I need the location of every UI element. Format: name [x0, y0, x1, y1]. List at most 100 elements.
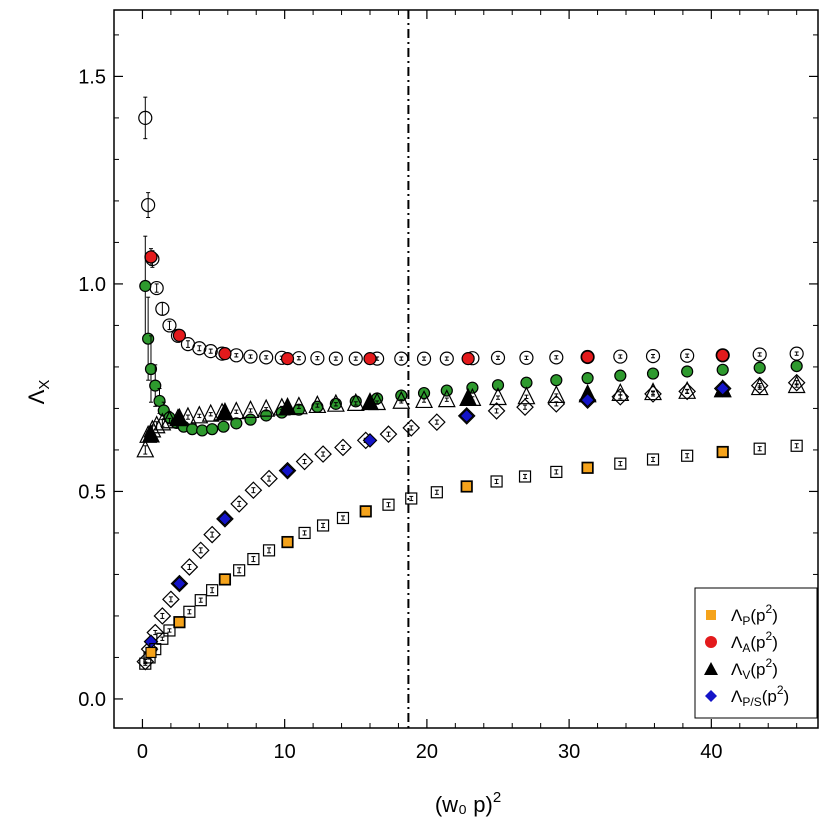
data-point — [243, 349, 258, 364]
data-point — [203, 525, 221, 544]
legend-marker-ps — [705, 690, 717, 702]
data-point — [281, 536, 294, 548]
data-point — [144, 250, 158, 264]
data-point — [549, 350, 564, 365]
data-point — [417, 386, 431, 400]
data-point — [218, 347, 232, 361]
data-point — [382, 498, 395, 511]
plot-frame — [113, 9, 819, 729]
series--a-red — [144, 248, 730, 366]
data-point — [346, 392, 365, 411]
data-point — [201, 403, 220, 422]
legend: ΛP(p2)ΛA(p2)ΛV(p2)ΛP/S(p2) — [694, 587, 818, 719]
data-point — [138, 110, 153, 126]
x-tick-label: 40 — [700, 741, 722, 763]
legend-label-p: ΛP(p2) — [731, 602, 778, 628]
legend-marker-v — [704, 662, 718, 675]
data-point — [186, 423, 199, 436]
data-point — [790, 359, 803, 373]
y-axis-label: ΛX — [24, 380, 53, 405]
data-point — [310, 351, 325, 366]
markers — [136, 96, 806, 671]
data-point — [348, 351, 363, 366]
data-point — [678, 382, 697, 401]
data-point — [278, 461, 297, 480]
data-point — [581, 462, 594, 474]
data-point — [491, 379, 505, 392]
axis-ticks — [114, 10, 818, 728]
data-point — [216, 509, 234, 528]
series--p-s-blue — [143, 381, 731, 650]
legend-marker-a — [705, 636, 717, 648]
data-point — [163, 624, 176, 637]
data-point — [153, 412, 172, 431]
data-point — [203, 344, 218, 359]
x-tick-label: 30 — [558, 741, 580, 763]
data-point — [490, 350, 506, 365]
data-point — [178, 406, 197, 425]
series--a-open-circles — [138, 96, 804, 366]
data-point — [461, 352, 475, 366]
data-point — [717, 446, 729, 458]
data-point — [614, 369, 627, 382]
data-point — [316, 519, 330, 532]
data-point — [466, 381, 479, 394]
data-point — [196, 424, 209, 437]
data-point — [147, 415, 166, 434]
legend-label-ps: ΛP/S(p2) — [731, 683, 789, 709]
data-point — [680, 348, 695, 363]
data-point — [415, 389, 434, 409]
data-point — [581, 372, 594, 385]
legend-marker-p — [706, 610, 716, 620]
data-point — [715, 381, 731, 396]
data-point — [298, 526, 311, 540]
y-tick-label: 0.0 — [78, 689, 106, 711]
data-point — [360, 505, 372, 517]
x-tick-label: 10 — [274, 741, 296, 763]
data-point — [170, 574, 189, 593]
data-point — [716, 348, 730, 362]
data-point — [308, 394, 327, 414]
data-point — [459, 408, 475, 424]
data-point — [405, 492, 418, 505]
data-point — [547, 395, 566, 413]
data-point — [716, 363, 729, 376]
data-point — [136, 439, 155, 458]
data-point — [230, 495, 249, 513]
data-point — [139, 657, 152, 670]
data-point — [681, 365, 694, 378]
data-point — [206, 423, 219, 436]
data-point — [614, 457, 627, 470]
data-point — [144, 362, 158, 376]
series--v-filled-triangles — [142, 379, 732, 443]
data-point — [752, 347, 767, 362]
data-point — [259, 350, 274, 365]
data-point — [644, 382, 662, 401]
data-point — [162, 590, 180, 609]
data-point — [156, 632, 169, 645]
data-point — [518, 470, 532, 483]
data-point — [361, 392, 379, 411]
axis-tick-labels: 0 10 20 30 40 0.0 0.5 1.0 1.5 — [78, 66, 722, 763]
data-point — [713, 379, 732, 398]
data-point — [278, 397, 297, 416]
data-point — [646, 453, 660, 466]
data-point — [611, 387, 630, 406]
data-point — [260, 469, 278, 488]
data-point — [227, 401, 246, 420]
data-point — [326, 393, 345, 412]
data-point — [162, 318, 177, 333]
data-point — [644, 385, 662, 403]
data-point — [490, 475, 503, 488]
data-point — [247, 552, 260, 566]
data-point — [173, 616, 186, 628]
data-point — [328, 351, 343, 366]
data-point — [787, 373, 806, 392]
data-point — [215, 402, 234, 421]
data-point — [753, 361, 766, 374]
data-point — [155, 301, 170, 316]
data-point — [257, 398, 276, 417]
data-point — [580, 392, 595, 408]
legend-label-a: ΛA(p2) — [731, 629, 778, 655]
